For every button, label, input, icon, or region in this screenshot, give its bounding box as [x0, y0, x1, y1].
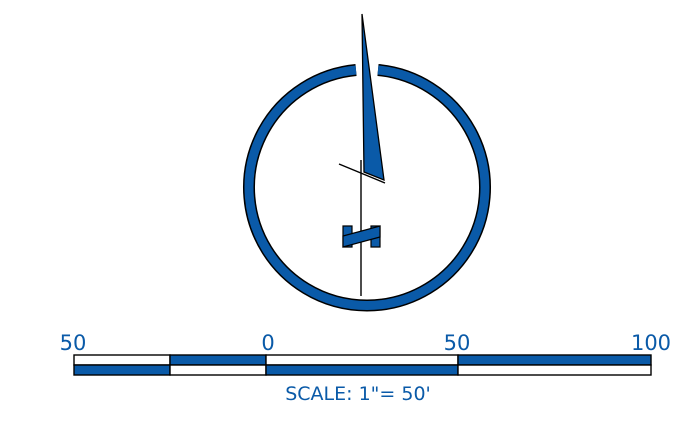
- scale-tick-label: 50: [60, 331, 87, 355]
- scale-caption: SCALE: 1"= 50': [285, 383, 431, 405]
- scale-tick-label: 0: [261, 331, 274, 355]
- north-needle: [361, 13, 385, 182]
- scale-tick-label: 100: [631, 331, 671, 355]
- scale-segment-top-1: [73, 354, 171, 366]
- scale-bar: 50 0 50 100 SCALE: 1"= 50': [60, 331, 671, 405]
- scale-segment-top-3: [265, 354, 459, 366]
- scale-segment-bottom-4: [457, 364, 652, 376]
- scale-segment-top-4: [457, 354, 652, 366]
- scale-segment-bottom-3: [265, 364, 459, 376]
- scale-segment-top-2: [169, 354, 267, 366]
- scale-segment-bottom-1: [73, 364, 171, 376]
- scale-tick-label: 50: [444, 331, 471, 355]
- compass-ring-fill: [244, 65, 490, 310]
- north-arrow: N: [243, 13, 491, 312]
- north-symbol-n: N: [342, 225, 381, 248]
- arrow-base-tick: [338, 163, 386, 184]
- scale-segment-bottom-2: [169, 364, 267, 376]
